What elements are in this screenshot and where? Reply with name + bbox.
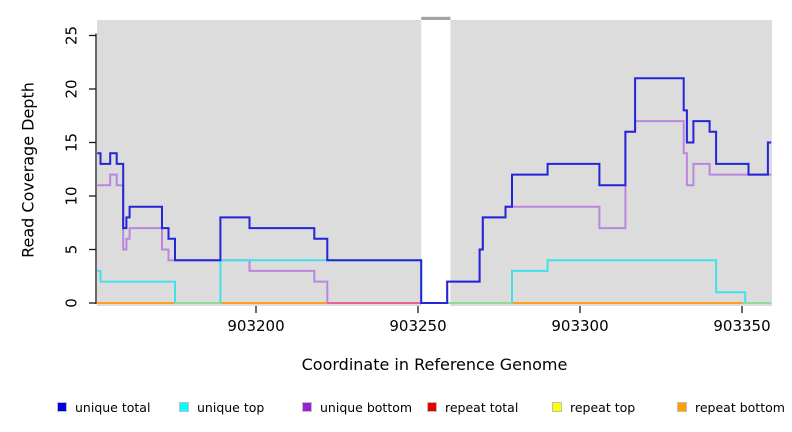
coverage-plot: 0 5 10 15 20 25 903200 903250 903300 903350: [63, 16, 772, 335]
y-tick-label: 0: [63, 298, 81, 308]
legend-label: unique top: [197, 400, 265, 415]
y-tick-label: 10: [63, 186, 81, 205]
unique-total-swatch-icon: [57, 402, 67, 412]
x-tick-label: 903300: [551, 317, 608, 335]
no-data-gap: [421, 20, 451, 306]
legend-label: unique total: [75, 400, 151, 415]
unique-top-swatch-icon: [179, 402, 189, 412]
y-tick-label: 20: [63, 79, 81, 98]
no-data-gap-top-edge: [421, 16, 451, 20]
y-axis-title: Read Coverage Depth: [18, 82, 38, 258]
series-unique-total: [97, 77, 772, 304]
legend-label: repeat total: [445, 400, 519, 415]
legend-label: repeat bottom: [695, 400, 785, 415]
unique-bottom-swatch-icon: [302, 402, 312, 412]
x-tick-label: 903350: [713, 317, 770, 335]
x-tick-label: 903200: [227, 317, 284, 335]
repeat-bottom-swatch-icon: [677, 402, 687, 412]
legend-label: repeat top: [570, 400, 636, 415]
x-tick-label: 903250: [389, 317, 446, 335]
repeat-total-swatch-icon: [427, 402, 437, 412]
y-tick-label: 25: [63, 26, 81, 45]
legend-label: unique bottom: [320, 400, 413, 415]
y-tick-label: 15: [63, 133, 81, 152]
repeat-top-swatch-icon: [552, 402, 562, 412]
legend: unique total unique top unique bottom re…: [0, 399, 792, 421]
x-axis-title: Coordinate in Reference Genome: [301, 355, 568, 374]
y-tick-label: 5: [63, 245, 81, 255]
